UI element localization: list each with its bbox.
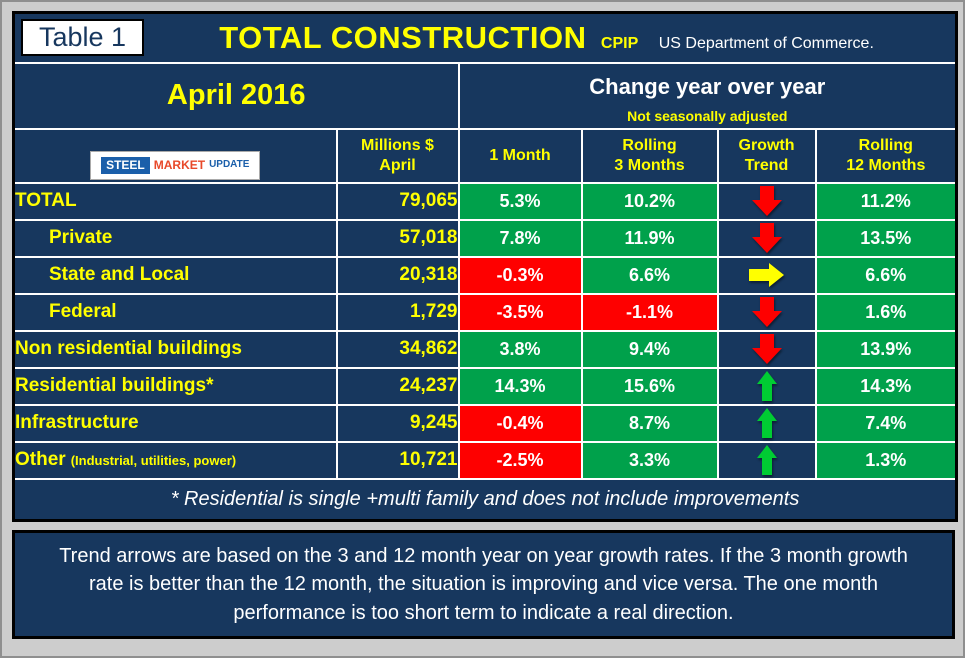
pct-1month-cell: -0.3%: [457, 255, 583, 295]
growth-trend-cell: [716, 403, 817, 443]
footnote-row: * Residential is single +multi family an…: [12, 477, 958, 522]
col-header-1month: 1 Month: [457, 127, 583, 184]
row-label: State and Local: [12, 255, 338, 295]
pct-12months-cell: 14.3%: [814, 366, 958, 406]
trend-arrow-icon: [746, 407, 788, 439]
nsa-note: Not seasonally adjusted: [627, 107, 788, 124]
table-row: State and Local 20,318 -0.3% 6.6% 6.6%: [12, 255, 958, 295]
legend-text: Trend arrows are based on the 3 and 12 m…: [12, 530, 955, 640]
row-label: Federal: [12, 292, 338, 332]
pct-12months-cell: 7.4%: [814, 403, 958, 443]
row-value: 57,018: [335, 218, 460, 258]
row-label: Non residential buildings: [12, 329, 338, 369]
trend-arrow-icon: [746, 370, 788, 402]
growth-trend-cell: [716, 292, 817, 332]
row-label-sub: (Industrial, utilities, power): [70, 453, 237, 468]
table-row: Private 57,018 7.8% 11.9% 13.5%: [12, 218, 958, 258]
pct-3months-cell: 3.3%: [580, 440, 719, 480]
table-row: Federal 1,729 -3.5% -1.1% 1.6%: [12, 292, 958, 332]
trend-arrow-icon: [746, 185, 788, 217]
smu-logo: STEEL MARKET UPDATE: [90, 151, 261, 180]
growth-trend-cell: [716, 440, 817, 480]
col-header-rolling12: Rolling 12 Months: [814, 127, 958, 184]
period-cell: April 2016: [12, 61, 460, 130]
footnote: * Residential is single +multi family an…: [12, 477, 958, 522]
title-source: US Department of Commerce.: [658, 34, 874, 52]
logo-update-text: UPDATE: [209, 159, 250, 171]
titlebar: Table 1 TOTAL CONSTRUCTION CPIP US Depar…: [15, 16, 955, 59]
row-value: 20,318: [335, 255, 460, 295]
title-cpip: CPIP: [600, 34, 639, 52]
table-row: TOTAL 79,065 5.3% 10.2% 11.2%: [12, 181, 958, 221]
pct-3months-cell: 6.6%: [580, 255, 719, 295]
pct-1month-cell: 7.8%: [457, 218, 583, 258]
trend-arrow-icon: [746, 296, 788, 328]
pct-12months-cell: 13.9%: [814, 329, 958, 369]
table-row: Infrastructure 9,245 -0.4% 8.7% 7.4%: [12, 403, 958, 443]
row-value: 1,729: [335, 292, 460, 332]
pct-3months-cell: 11.9%: [580, 218, 719, 258]
title-cell: Table 1 TOTAL CONSTRUCTION CPIP US Depar…: [12, 11, 958, 64]
growth-trend-cell: [716, 255, 817, 295]
pct-3months-cell: -1.1%: [580, 292, 719, 332]
row-value: 79,065: [335, 181, 460, 221]
pct-1month-cell: 5.3%: [457, 181, 583, 221]
growth-trend-cell: [716, 366, 817, 406]
title-row: Table 1 TOTAL CONSTRUCTION CPIP US Depar…: [12, 11, 958, 64]
subheader-row: April 2016 Change year over year Not sea…: [12, 61, 958, 130]
trend-arrow-icon: [746, 444, 788, 476]
page-title: TOTAL CONSTRUCTION: [219, 19, 587, 55]
row-label: Private: [12, 218, 338, 258]
pct-3months-cell: 15.6%: [580, 366, 719, 406]
pct-1month-cell: -0.4%: [457, 403, 583, 443]
logo-cell: STEEL MARKET UPDATE: [12, 127, 338, 184]
column-header-row: STEEL MARKET UPDATE Millions $ April 1 M…: [12, 127, 958, 184]
col-header-growth-trend: Growth Trend: [716, 127, 817, 184]
row-label: Infrastructure: [12, 403, 338, 443]
table-row: Non residential buildings 34,862 3.8% 9.…: [12, 329, 958, 369]
col-header-rolling3: Rolling 3 Months: [580, 127, 719, 184]
pct-1month-cell: -2.5%: [457, 440, 583, 480]
pct-3months-cell: 10.2%: [580, 181, 719, 221]
growth-trend-cell: [716, 218, 817, 258]
change-header: Change year over year: [589, 73, 826, 99]
trend-arrow-icon: [746, 260, 788, 291]
pct-12months-cell: 1.6%: [814, 292, 958, 332]
table-number-label: Table 1: [21, 19, 145, 57]
title-group: TOTAL CONSTRUCTION CPIP US Department of…: [144, 20, 949, 56]
row-value: 10,721: [335, 440, 460, 480]
row-value: 34,862: [335, 329, 460, 369]
row-label-main: Other: [15, 449, 66, 470]
row-label: Residential buildings*: [12, 366, 338, 406]
pct-12months-cell: 11.2%: [814, 181, 958, 221]
pct-1month-cell: 3.8%: [457, 329, 583, 369]
construction-table: Table 1 TOTAL CONSTRUCTION CPIP US Depar…: [12, 11, 959, 522]
row-value: 24,237: [335, 366, 460, 406]
pct-12months-cell: 1.3%: [814, 440, 958, 480]
logo-market-text: MARKET: [153, 158, 206, 172]
col-header-millions: Millions $ April: [335, 127, 460, 184]
pct-1month-cell: -3.5%: [457, 292, 583, 332]
growth-trend-cell: [716, 329, 817, 369]
pct-3months-cell: 8.7%: [580, 403, 719, 443]
table-row: Other (Industrial, utilities, power) 10,7…: [12, 440, 958, 480]
growth-trend-cell: [716, 181, 817, 221]
pct-12months-cell: 13.5%: [814, 218, 958, 258]
row-label: Other (Industrial, utilities, power): [12, 440, 338, 480]
table-row: Residential buildings* 24,237 14.3% 15.6…: [12, 366, 958, 406]
change-header-cell: Change year over year Not seasonally adj…: [457, 61, 958, 130]
pct-3months-cell: 9.4%: [580, 329, 719, 369]
trend-arrow-icon: [746, 333, 788, 365]
trend-arrow-icon: [746, 222, 788, 254]
logo-steel-text: STEEL: [101, 157, 150, 174]
row-value: 9,245: [335, 403, 460, 443]
pct-1month-cell: 14.3%: [457, 366, 583, 406]
row-label: TOTAL: [12, 181, 338, 221]
pct-12months-cell: 6.6%: [814, 255, 958, 295]
